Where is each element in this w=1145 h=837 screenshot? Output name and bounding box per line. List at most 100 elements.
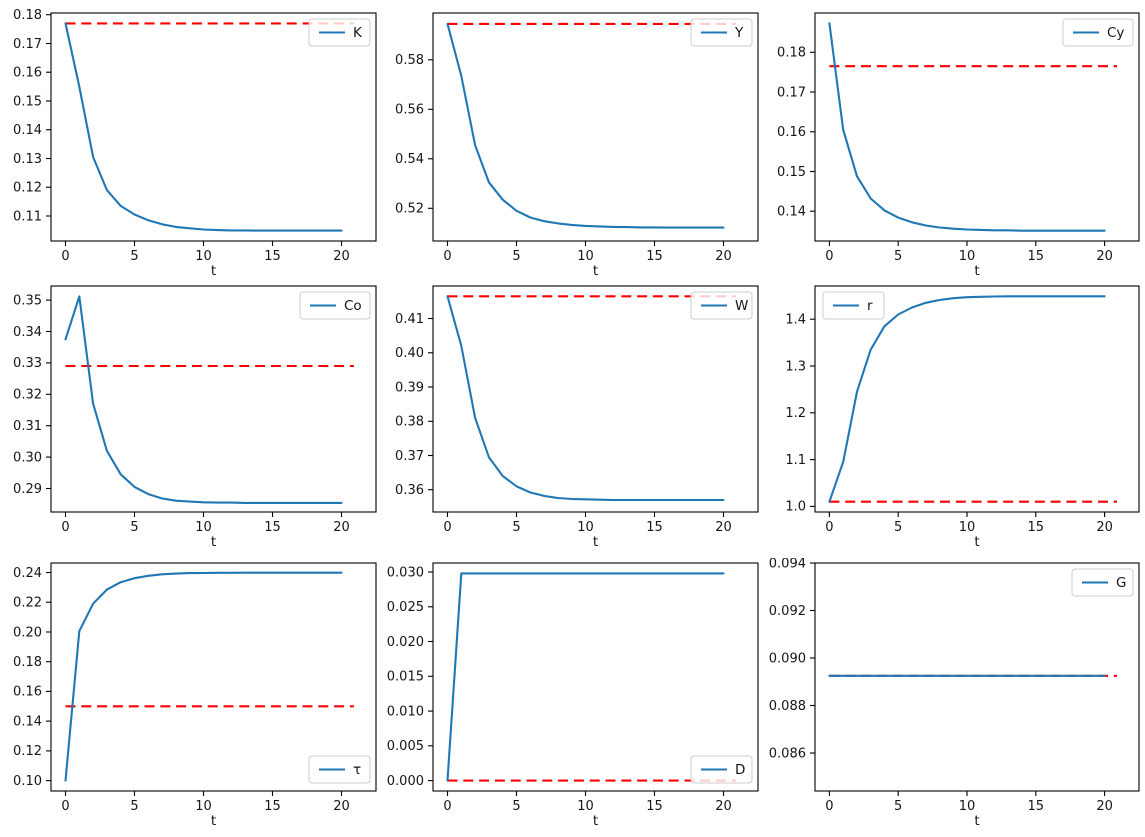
y-tick-label: 0.090 xyxy=(769,651,806,666)
series-line-D xyxy=(446,572,725,782)
x-tick-label: 0 xyxy=(825,799,833,814)
x-tick-label: 5 xyxy=(512,799,520,814)
y-tick-label: 0.17 xyxy=(13,37,42,52)
y-tick-label: 0.38 xyxy=(395,415,424,430)
axes-frame xyxy=(814,12,1140,242)
x-tick-label: 15 xyxy=(646,249,663,264)
x-tick-label: 0 xyxy=(61,799,69,814)
y-tick-label: 0.025 xyxy=(387,600,424,615)
legend-label: Co xyxy=(344,298,362,314)
x-tick-label: 5 xyxy=(130,520,138,535)
x-tick-label: 15 xyxy=(264,799,281,814)
y-tick-label: 0.52 xyxy=(395,202,424,217)
x-tick-label: 5 xyxy=(894,249,902,264)
y-tick-label: 0.37 xyxy=(395,449,424,464)
subplot-G: 0.086 0.088 0.090 0.092 0.094 0 5 10 15 20 t G xyxy=(764,556,1145,837)
x-tick-label: 10 xyxy=(577,520,594,535)
y-tick-label: 0.24 xyxy=(13,566,42,581)
x-tick-label: 5 xyxy=(894,520,902,535)
x-axis-label: t xyxy=(593,263,598,279)
y-tick-label: 0.18 xyxy=(13,8,42,23)
legend-label: τ xyxy=(353,762,361,778)
x-tick-label: 0 xyxy=(443,799,451,814)
x-tick-label: 15 xyxy=(1028,249,1045,264)
series-line-tau xyxy=(64,571,343,782)
y-tick-label: 1.4 xyxy=(785,312,806,327)
legend: D xyxy=(690,755,753,784)
axes-frame xyxy=(432,12,759,242)
y-tick-label: 0.13 xyxy=(13,152,42,167)
y-tick-label: 0.015 xyxy=(387,670,424,685)
y-tick-label: 0.16 xyxy=(13,685,42,700)
x-tick-label: 20 xyxy=(715,799,732,814)
x-tick-label: 20 xyxy=(333,249,350,264)
y-tick-label: 0.14 xyxy=(777,204,806,219)
series-line-W xyxy=(446,295,725,502)
y-tick-label: 0.086 xyxy=(769,746,806,761)
y-tick-label: 0.11 xyxy=(13,209,42,224)
axes-frame xyxy=(50,12,377,242)
x-tick-label: 0 xyxy=(825,249,833,264)
y-tick-label: 0.15 xyxy=(777,165,806,180)
x-tick-label: 10 xyxy=(577,799,594,814)
y-tick-label: 1.0 xyxy=(785,500,806,515)
y-tick-label: 0.000 xyxy=(387,774,424,789)
y-tick-label: 1.1 xyxy=(785,453,806,468)
chart-D: 0.000 0.005 0.010 0.015 0.020 0.025 0.030 0 5 10 1… xyxy=(387,562,759,829)
x-tick-label: 15 xyxy=(1028,799,1045,814)
y-tick-label: 0.010 xyxy=(387,704,424,719)
legend: G xyxy=(1071,568,1134,597)
chart-Cy: 0.14 0.15 0.16 0.17 0.18 0 5 10 15 20 t Cy xyxy=(777,12,1140,279)
y-tick-label: 0.094 xyxy=(769,558,806,571)
x-tick-label: 15 xyxy=(646,799,663,814)
chart-Co: 0.29 0.30 0.31 0.32 0.33 0.34 0.35 0 5 10 15 20 t Co xyxy=(13,285,377,550)
x-axis-label: t xyxy=(593,813,598,829)
y-tick-label: 0.34 xyxy=(13,325,42,340)
y-tick-label: 0.17 xyxy=(777,85,806,100)
y-tick-label: 1.2 xyxy=(785,406,806,421)
y-tick-label: 0.35 xyxy=(13,293,42,308)
y-tick-label: 0.18 xyxy=(777,46,806,61)
y-tick-label: 0.12 xyxy=(13,180,42,195)
legend: Co xyxy=(299,291,371,320)
subplot-K: 0.11 0.12 0.13 0.14 0.15 0.16 0.17 0.18 0 5 10 15 20… xyxy=(0,0,382,279)
x-axis-label: t xyxy=(974,534,979,550)
y-tick-label: 0.31 xyxy=(13,419,42,434)
chart-G: 0.086 0.088 0.090 0.092 0.094 0 5 10 15 20 t G xyxy=(769,556,1140,829)
x-tick-label: 10 xyxy=(195,249,212,264)
x-tick-label: 10 xyxy=(959,520,976,535)
axes-frame xyxy=(50,562,377,792)
legend-label: D xyxy=(735,762,745,778)
y-tick-label: 0.40 xyxy=(395,346,424,361)
x-axis-label: t xyxy=(974,263,979,279)
y-tick-label: 0.30 xyxy=(13,450,42,465)
y-tick-label: 0.58 xyxy=(395,53,424,68)
x-tick-label: 15 xyxy=(646,520,663,535)
legend: τ xyxy=(308,755,371,784)
x-axis-label: t xyxy=(593,534,598,550)
y-tick-label: 0.41 xyxy=(395,312,424,327)
x-tick-label: 20 xyxy=(715,520,732,535)
x-tick-label: 0 xyxy=(825,520,833,535)
x-tick-label: 20 xyxy=(1096,799,1113,814)
legend: W xyxy=(690,291,753,320)
x-tick-label: 0 xyxy=(61,249,69,264)
x-tick-label: 10 xyxy=(577,249,594,264)
y-tick-label: 0.56 xyxy=(395,103,424,118)
y-tick-label: 0.22 xyxy=(13,595,42,610)
subplot-W: 0.36 0.37 0.38 0.39 0.40 0.41 0 5 10 15 20 t W xyxy=(382,279,764,558)
x-axis-label: t xyxy=(974,813,979,829)
series-line-K xyxy=(64,22,343,232)
legend-label: W xyxy=(735,298,748,314)
y-tick-label: 0.14 xyxy=(13,123,42,138)
y-tick-label: 0.36 xyxy=(395,483,424,498)
legend: Y xyxy=(690,18,753,47)
chart-W: 0.36 0.37 0.38 0.39 0.40 0.41 0 5 10 15 20 t W xyxy=(395,285,759,550)
y-tick-label: 0.15 xyxy=(13,94,42,109)
y-tick-label: 0.12 xyxy=(13,744,42,759)
x-tick-label: 20 xyxy=(333,799,350,814)
y-tick-label: 0.088 xyxy=(769,699,806,714)
x-tick-label: 20 xyxy=(715,249,732,264)
legend: Cy xyxy=(1062,18,1134,47)
subplot-tau: 0.10 0.12 0.14 0.16 0.18 0.20 0.22 0.24 0 5 10 15 20… xyxy=(0,558,382,837)
